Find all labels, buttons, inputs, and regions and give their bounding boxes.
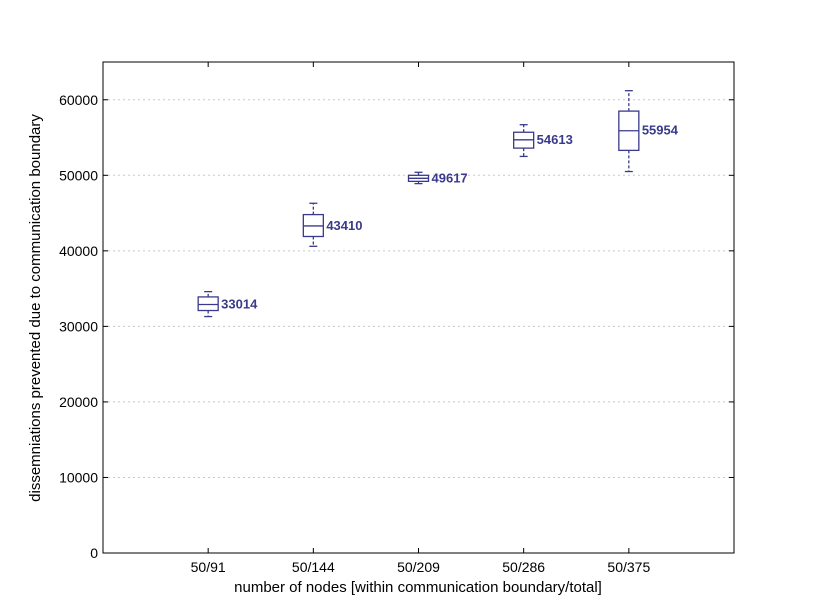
- y-tick-label: 60000: [59, 92, 98, 108]
- box-4: 54613: [513, 124, 573, 158]
- y-tick-label: 40000: [59, 243, 98, 259]
- data-label: 43410: [326, 218, 362, 233]
- x-tick-label: 50/209: [397, 559, 440, 575]
- y-tick-label: 50000: [59, 167, 98, 183]
- x-tick-label: 50/286: [502, 559, 545, 575]
- x-tick-label: 50/144: [292, 559, 335, 575]
- box-5: 55954: [618, 90, 679, 173]
- x-axis-label: number of nodes [within communication bo…: [234, 579, 602, 596]
- data-label: 54613: [537, 132, 573, 147]
- box-2: 43410: [302, 202, 362, 247]
- x-axis: 50/91 50/144 50/209 50/286 50/375: [191, 62, 650, 575]
- y-axis: 0 10000 20000 30000 40000 50000 60000: [59, 92, 734, 561]
- box-series: 33014 43410 49617 54613 55954: [197, 90, 679, 318]
- y-tick-label: 10000: [59, 469, 98, 485]
- y-tick-label: 20000: [59, 394, 98, 410]
- y-tick-label: 30000: [59, 318, 98, 334]
- data-label: 33014: [221, 296, 258, 311]
- box-1: 33014: [197, 290, 258, 318]
- y-axis-label: dissemniations prevented due to communic…: [27, 114, 44, 502]
- data-label: 55954: [642, 123, 679, 138]
- x-tick-label: 50/375: [607, 559, 650, 575]
- box-iqr: [197, 296, 219, 312]
- box-3: 49617: [407, 170, 468, 185]
- y-tick-label: 0: [90, 545, 98, 561]
- data-label: 49617: [432, 170, 468, 185]
- grid-lines: [103, 99, 734, 478]
- x-tick-label: 50/91: [191, 559, 226, 575]
